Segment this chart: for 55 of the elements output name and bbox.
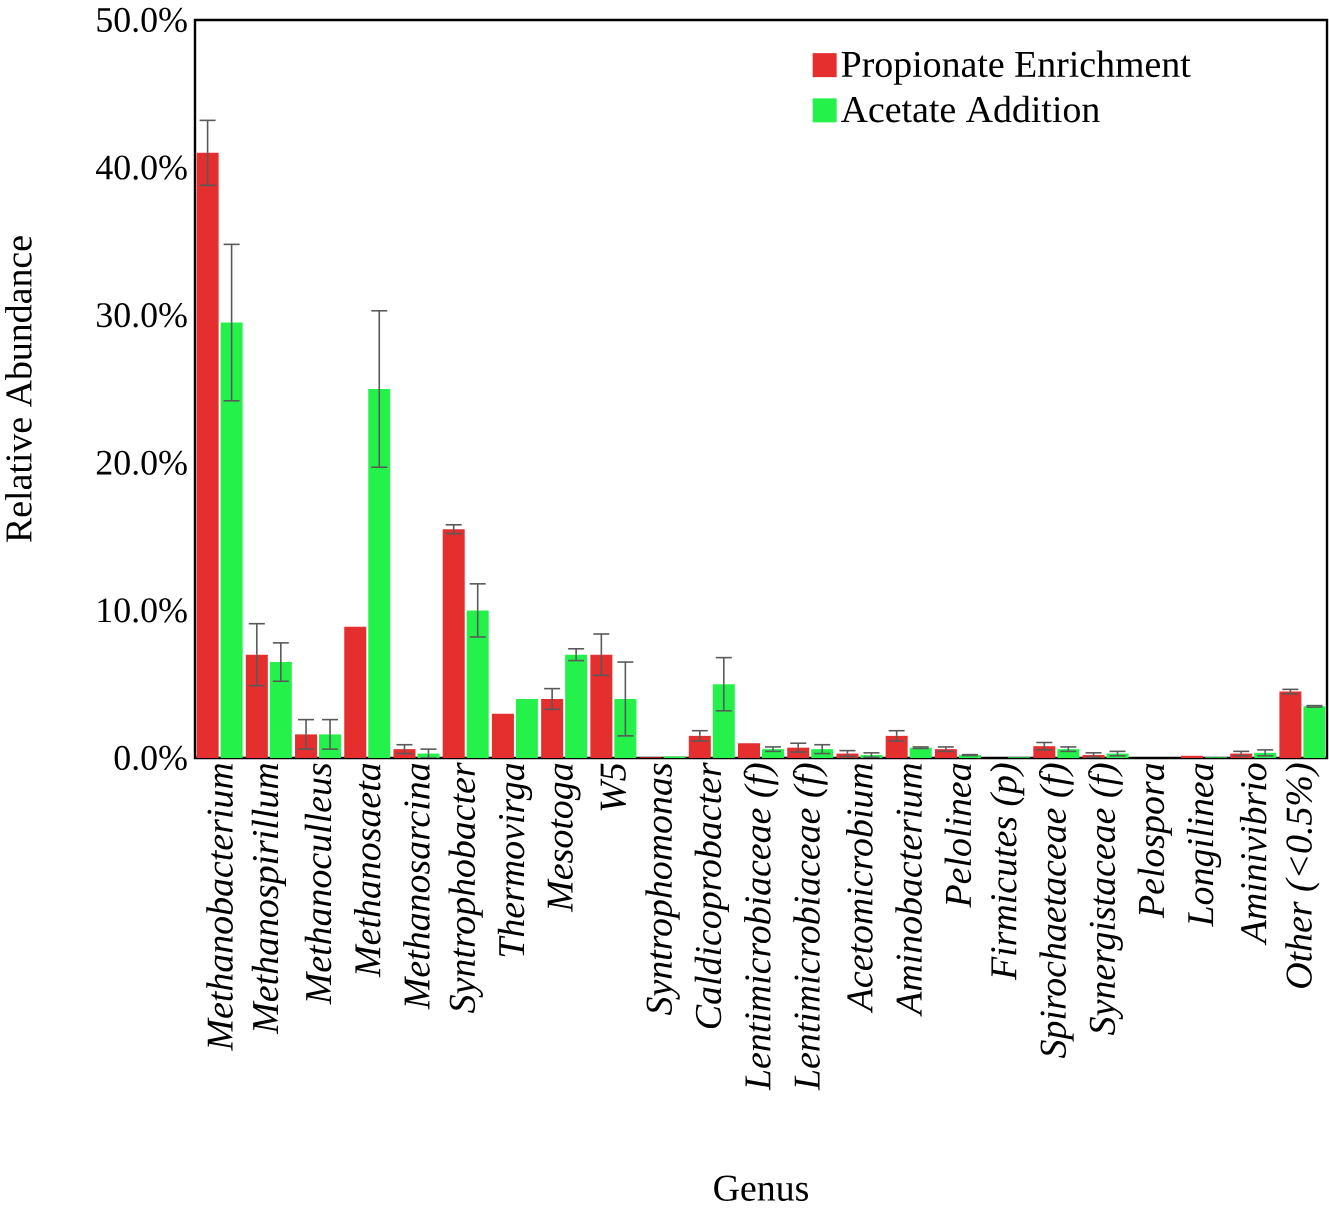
x-tick-label: Firmicutes (p) (989, 763, 1025, 981)
x-tick-label: W5 (600, 763, 627, 811)
x-tick-label: Thermovirga (497, 763, 533, 957)
bar (885, 735, 908, 758)
bar (269, 662, 292, 758)
bar (688, 735, 711, 758)
bar (245, 654, 268, 758)
y-tick-label: 40.0% (96, 155, 187, 180)
legend-label: Acetate Addition (841, 95, 1100, 123)
x-tick-label: Pelolinea (944, 763, 972, 908)
x-tick-label: Methanoculleus (304, 763, 332, 1005)
bar (1279, 691, 1302, 758)
bar (1180, 755, 1203, 758)
x-tick-label: Methanosarcina (403, 763, 430, 1010)
y-tick-label: 50.0% (97, 7, 187, 33)
x-tick-label: Methanobacterium (206, 763, 233, 1051)
bar (909, 747, 932, 758)
x-tick-label: Acetomicrobium (846, 763, 873, 1014)
x-tick-label: Mesotoga (547, 763, 581, 913)
x-tick-label: Lentimicrobiaceae (f) (743, 763, 779, 1091)
bar (738, 743, 761, 758)
bar (565, 654, 588, 758)
x-tick-label: Aminobacterium (895, 763, 923, 1017)
bar (712, 684, 735, 758)
x-tick-label: Caldicoprobacter (694, 762, 729, 1029)
bar (541, 698, 564, 758)
x-tick-label: Synergistaceae (f) (1088, 763, 1123, 1035)
x-tick-label: Syntrophomonas (645, 763, 680, 1016)
y-tick-label: 30.0% (97, 303, 187, 328)
bar (196, 152, 219, 758)
y-axis-title: Relative Abundance (5, 236, 32, 542)
x-tick-label: Other (<0.5%) (1285, 763, 1320, 988)
legend-label: Propionate Enrichment (841, 50, 1191, 85)
bar (368, 389, 391, 758)
bar (1057, 749, 1080, 758)
bar (466, 610, 489, 758)
x-axis-title: Genus (714, 1175, 809, 1201)
x-tick-label: Aminivibrio (1239, 763, 1267, 946)
x-tick-label: Spirochaetaceae (f) (1038, 763, 1074, 1059)
y-tick-label: 0.0% (114, 745, 187, 771)
x-tick-label: Lentimicrobiaceae (f) (792, 763, 828, 1091)
bar (491, 713, 514, 758)
bar (590, 654, 613, 758)
x-tick-label: Methanosaeta (353, 763, 381, 978)
bar (442, 529, 465, 758)
x-tick-label: Longilinea (1186, 763, 1222, 927)
bar (220, 322, 243, 758)
y-tick-label: 20.0% (96, 450, 187, 475)
bar (1303, 706, 1326, 758)
x-tick-label: Syntrophobacter (448, 762, 483, 1013)
x-tick-label: Pelospora (1137, 763, 1172, 919)
bar (515, 698, 538, 758)
y-tick-label: 10.0% (98, 598, 187, 623)
x-tick-label: Methanospirillum (251, 763, 286, 1035)
bar (344, 626, 367, 758)
